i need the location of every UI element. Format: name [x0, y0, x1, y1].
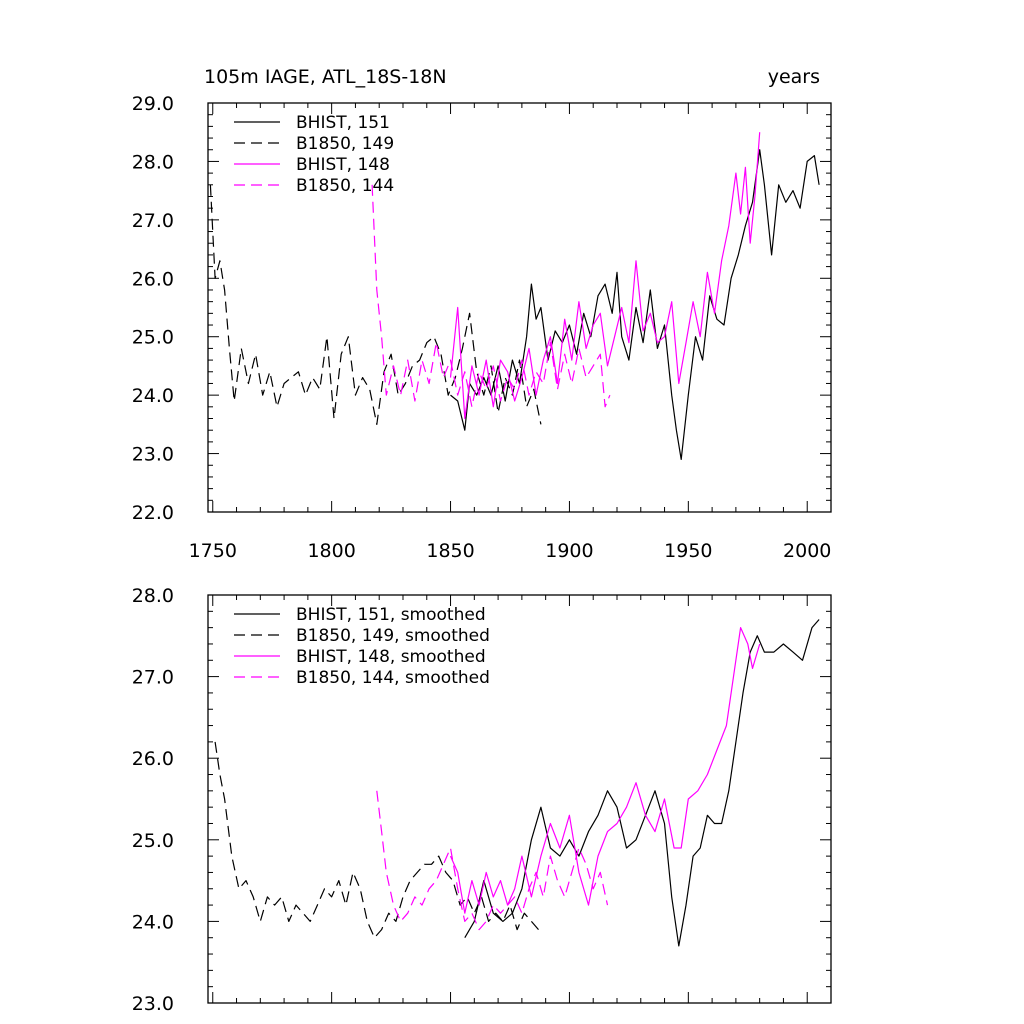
- series-line-3: [449, 626, 761, 914]
- series-line-3: [449, 132, 761, 420]
- x-tick-label: 1800: [307, 540, 355, 562]
- x-tick-label: 1900: [545, 540, 593, 562]
- y-tick-label: 28.0: [132, 585, 174, 607]
- series-line-2: [214, 741, 539, 939]
- series-line-1: [464, 619, 820, 947]
- plot-frame: [207, 594, 832, 1004]
- y-tick-label: 23.0: [132, 993, 174, 1015]
- y-tick-label: 27.0: [132, 667, 174, 689]
- legend-label: B1850, 144, smoothed: [296, 668, 490, 688]
- plot-frame: [207, 102, 832, 513]
- y-tick-label: 26.0: [132, 748, 174, 770]
- units-label: years: [768, 66, 820, 88]
- x-tick-label: 1950: [664, 540, 712, 562]
- y-tick-label: 27.0: [132, 210, 174, 232]
- y-tick-label: 25.0: [132, 830, 174, 852]
- y-tick-label: 25.0: [132, 327, 174, 349]
- series-line-4: [371, 184, 611, 408]
- legend-label: BHIST, 151, smoothed: [296, 605, 486, 625]
- y-tick-label: 29.0: [132, 93, 174, 115]
- series-line-2: [209, 184, 542, 425]
- y-tick-label: 28.0: [132, 151, 174, 173]
- legend-label: B1850, 149: [296, 134, 394, 154]
- legend-label: BHIST, 151: [296, 113, 390, 133]
- y-tick-label: 23.0: [132, 444, 174, 466]
- legend-label: B1850, 144: [296, 176, 394, 196]
- y-tick-label: 24.0: [132, 911, 174, 933]
- y-tick-label: 26.0: [132, 268, 174, 290]
- legend-label: BHIST, 148, smoothed: [296, 647, 486, 667]
- series-line-4: [376, 790, 609, 931]
- figure-title: 105m IAGE, ATL_18S-18N: [204, 66, 447, 88]
- x-tick-label: 2000: [783, 540, 831, 562]
- x-tick-label: 1850: [426, 540, 474, 562]
- y-tick-label: 24.0: [132, 385, 174, 407]
- series-line-1: [450, 149, 820, 460]
- legend-label: B1850, 149, smoothed: [296, 626, 490, 646]
- y-tick-label: 22.0: [132, 502, 174, 524]
- bottom-panel: 23.0 24.0 25.0 26.0 27.0 28.0 BHIST, 151, smoo…: [132, 585, 832, 1015]
- top-panel: 1750 1800 1850 1900 1950 2000 22.0 23.0 24.0 25.0…: [132, 93, 832, 562]
- x-tick-label: 1750: [189, 540, 237, 562]
- legend-label: BHIST, 148: [296, 155, 390, 175]
